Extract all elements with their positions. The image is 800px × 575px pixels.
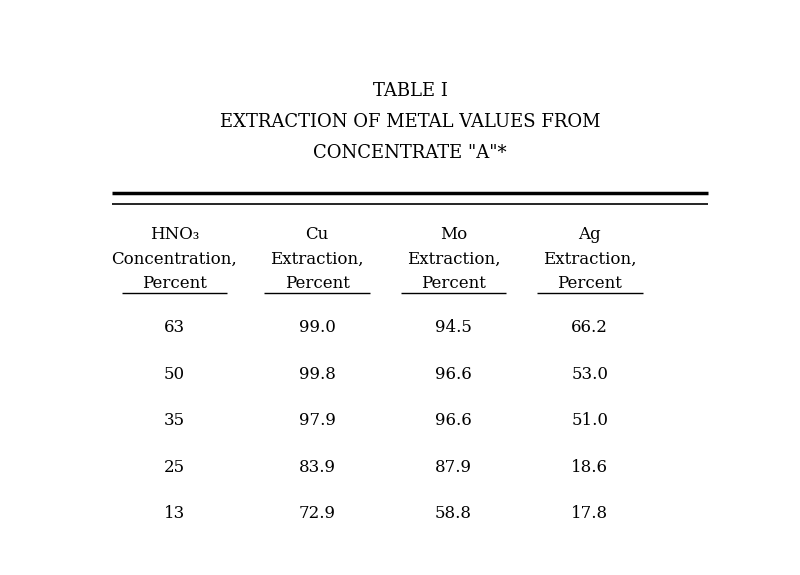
- Text: Extraction,: Extraction,: [406, 251, 500, 267]
- Text: 99.0: 99.0: [298, 319, 335, 336]
- Text: 53.0: 53.0: [571, 366, 608, 382]
- Text: Extraction,: Extraction,: [543, 251, 637, 267]
- Text: 13: 13: [164, 505, 185, 522]
- Text: Concentration,: Concentration,: [111, 251, 238, 267]
- Text: 97.9: 97.9: [298, 412, 335, 429]
- Text: 58.8: 58.8: [435, 505, 472, 522]
- Text: 50: 50: [164, 366, 185, 382]
- Text: HNO₃: HNO₃: [150, 226, 199, 243]
- Text: Percent: Percent: [421, 275, 486, 292]
- Text: 66.2: 66.2: [571, 319, 608, 336]
- Text: EXTRACTION OF METAL VALUES FROM: EXTRACTION OF METAL VALUES FROM: [220, 113, 600, 131]
- Text: 51.0: 51.0: [571, 412, 608, 429]
- Text: Cu: Cu: [306, 226, 329, 243]
- Text: Extraction,: Extraction,: [270, 251, 364, 267]
- Text: 63: 63: [164, 319, 185, 336]
- Text: TABLE I: TABLE I: [373, 82, 447, 100]
- Text: Percent: Percent: [558, 275, 622, 292]
- Text: 87.9: 87.9: [435, 459, 472, 476]
- Text: 94.5: 94.5: [435, 319, 472, 336]
- Text: 96.6: 96.6: [435, 366, 472, 382]
- Text: 72.9: 72.9: [298, 505, 335, 522]
- Text: 83.9: 83.9: [298, 459, 335, 476]
- Text: 96.6: 96.6: [435, 412, 472, 429]
- Text: Mo: Mo: [440, 226, 467, 243]
- Text: Percent: Percent: [285, 275, 350, 292]
- Text: 99.8: 99.8: [298, 366, 335, 382]
- Text: 35: 35: [164, 412, 185, 429]
- Text: 17.8: 17.8: [571, 505, 608, 522]
- Text: 18.6: 18.6: [571, 459, 608, 476]
- Text: CONCENTRATE "A"*: CONCENTRATE "A"*: [313, 144, 507, 162]
- Text: Ag: Ag: [578, 226, 601, 243]
- Text: Percent: Percent: [142, 275, 207, 292]
- Text: 25: 25: [164, 459, 185, 476]
